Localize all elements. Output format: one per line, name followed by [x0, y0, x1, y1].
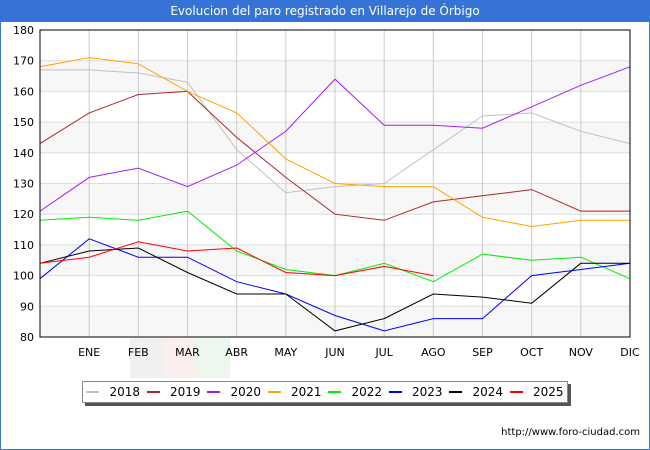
legend-label: 2019 [169, 385, 201, 399]
y-tick-label: 180 [13, 24, 34, 37]
legend-label: 2023 [411, 385, 443, 399]
x-tick-label: SEP [472, 346, 493, 359]
x-tick-label: MAY [274, 346, 297, 359]
legend-swatch [267, 391, 281, 393]
legend-item-2020: 2020 [207, 385, 261, 399]
legend-label: 2024 [472, 385, 504, 399]
legend-item-2019: 2019 [146, 385, 201, 399]
x-tick-label: ABR [225, 346, 248, 359]
legend: 2018 2019 2020 2021 2022 2023 2024 2025 [82, 381, 568, 403]
legend-label: 2020 [230, 385, 262, 399]
x-tick-label: DIC [620, 346, 640, 359]
flag-watermark [130, 338, 230, 378]
y-tick-label: 110 [13, 239, 34, 252]
x-tick-label: JUN [324, 346, 345, 359]
legend-item-2022: 2022 [328, 385, 382, 399]
y-tick-label: 130 [13, 178, 34, 191]
y-tick-label: 80 [20, 331, 34, 344]
chart-title: Evolucion del paro registrado en Villare… [0, 0, 650, 22]
plot-area-border [39, 29, 631, 338]
legend-swatch [388, 391, 402, 393]
legend-swatch [146, 391, 160, 393]
x-tick-label: JUL [374, 346, 393, 359]
y-tick-label: 120 [13, 208, 34, 221]
legend-item-2021: 2021 [267, 385, 322, 399]
x-tick-label: MAR [175, 346, 200, 359]
y-tick-label: 160 [13, 85, 34, 98]
x-tick-label: FEB [128, 346, 149, 359]
y-tick-label: 150 [13, 116, 34, 129]
legend-item-2018: 2018 [86, 385, 140, 399]
legend-swatch [509, 391, 523, 393]
legend-item-2023: 2023 [388, 385, 443, 399]
legend-swatch [328, 391, 342, 393]
legend-item-2025: 2025 [509, 385, 564, 399]
y-tick-label: 100 [13, 270, 34, 283]
x-tick-label: OCT [520, 346, 543, 359]
legend-label: 2018 [109, 385, 141, 399]
y-tick-label: 90 [20, 300, 34, 313]
legend-label: 2021 [290, 385, 322, 399]
legend-label: 2022 [351, 385, 383, 399]
y-tick-label: 140 [13, 147, 34, 160]
x-tick-label: AGO [421, 346, 446, 359]
y-tick-label: 170 [13, 55, 34, 68]
source-url[interactable]: http://www.foro-ciudad.com [501, 427, 640, 438]
legend-swatch [86, 391, 100, 393]
legend-swatch [207, 391, 221, 393]
legend-label: 2025 [532, 385, 564, 399]
legend-item-2024: 2024 [449, 385, 503, 399]
x-tick-label: ENE [78, 346, 100, 359]
legend-swatch [449, 391, 463, 393]
x-tick-label: NOV [569, 346, 594, 359]
